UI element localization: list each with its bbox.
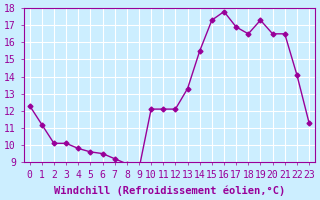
X-axis label: Windchill (Refroidissement éolien,°C): Windchill (Refroidissement éolien,°C)	[54, 185, 285, 196]
